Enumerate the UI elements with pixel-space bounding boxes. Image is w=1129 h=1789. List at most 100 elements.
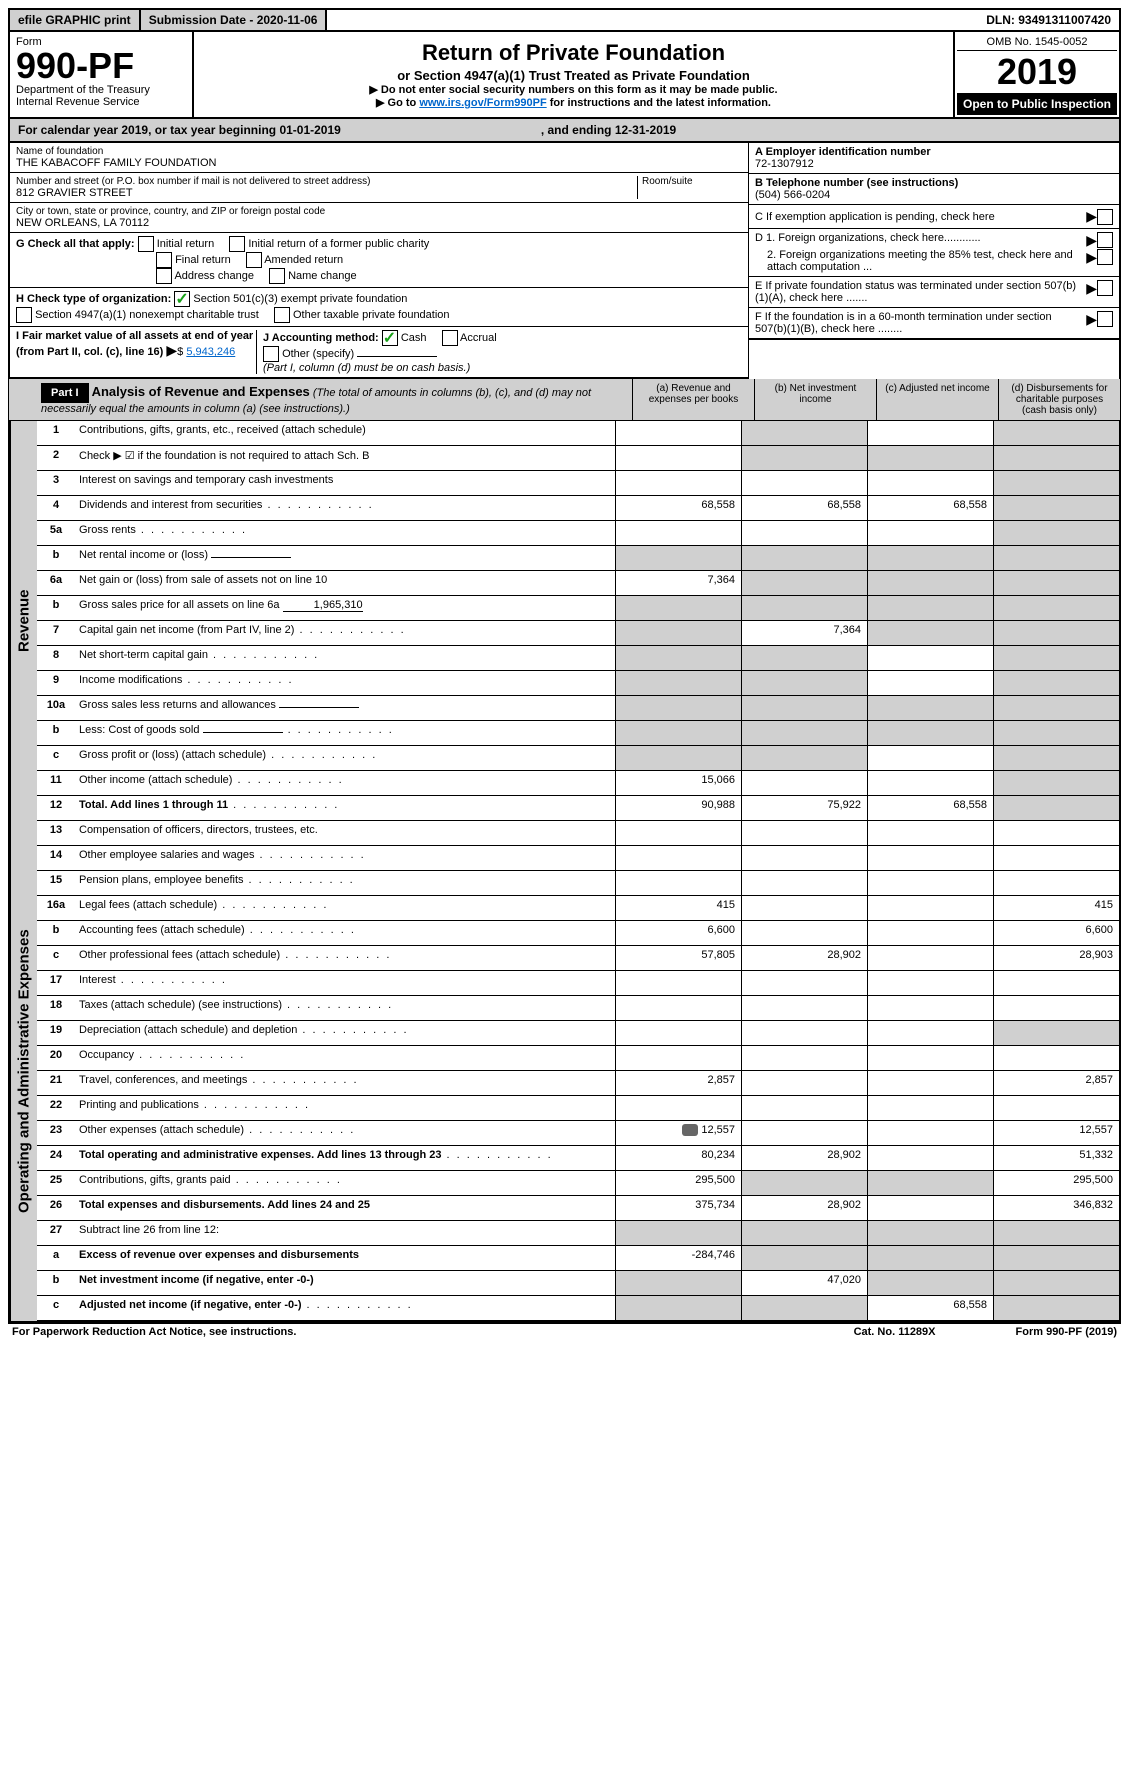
g-label: G Check all that apply: [16, 238, 135, 250]
other-taxable-checkbox[interactable] [274, 307, 290, 323]
ein-label: A Employer identification number [755, 146, 931, 158]
h1-label: Section 501(c)(3) exempt private foundat… [193, 293, 407, 305]
table-row: aExcess of revenue over expenses and dis… [37, 1246, 1119, 1271]
g2-label: Initial return of a former public charit… [248, 238, 429, 250]
expenses-label: Operating and Administrative Expenses [10, 821, 37, 1321]
form-title: Return of Private Foundation [200, 40, 947, 66]
cal-end: , and ending 12-31-2019 [541, 123, 676, 137]
col-b-header: (b) Net investment income [754, 379, 876, 420]
table-row: 13Compensation of officers, directors, t… [37, 821, 1119, 846]
col-d-header: (d) Disbursements for charitable purpose… [998, 379, 1120, 420]
address-change-checkbox[interactable] [156, 268, 172, 284]
g6-label: Name change [288, 270, 357, 282]
irs-label: Internal Revenue Service [16, 96, 140, 108]
initial-former-checkbox[interactable] [229, 236, 245, 252]
table-row: 12Total. Add lines 1 through 1190,98875,… [37, 796, 1119, 821]
table-row: bGross sales price for all assets on lin… [37, 596, 1119, 621]
d2-label: 2. Foreign organizations meeting the 85%… [755, 249, 1086, 273]
table-row: 2Check ▶ ☑ if the foundation is not requ… [37, 446, 1119, 471]
table-row: 6aNet gain or (loss) from sale of assets… [37, 571, 1119, 596]
table-row: 19Depreciation (attach schedule) and dep… [37, 1021, 1119, 1046]
cal-begin: For calendar year 2019, or tax year begi… [18, 123, 341, 137]
form-header: Form 990-PF Department of the Treasury I… [8, 32, 1121, 119]
table-row: 14Other employee salaries and wages [37, 846, 1119, 871]
g3-label: Final return [175, 254, 231, 266]
table-row: 22Printing and publications [37, 1096, 1119, 1121]
amended-return-checkbox[interactable] [246, 252, 262, 268]
table-row: 25Contributions, gifts, grants paid295,5… [37, 1171, 1119, 1196]
table-row: cOther professional fees (attach schedul… [37, 946, 1119, 971]
table-row: 7Capital gain net income (from Part IV, … [37, 621, 1119, 646]
accrual-checkbox[interactable] [442, 330, 458, 346]
table-row: 3Interest on savings and temporary cash … [37, 471, 1119, 496]
omb-number: OMB No. 1545-0052 [957, 34, 1117, 51]
final-return-checkbox[interactable] [156, 252, 172, 268]
dept-label: Department of the Treasury [16, 84, 150, 96]
fmv-link[interactable]: 5,943,246 [186, 346, 235, 358]
j1-label: Cash [401, 332, 427, 344]
name-change-checkbox[interactable] [269, 268, 285, 284]
revenue-section: Revenue 1Contributions, gifts, grants, e… [8, 421, 1121, 821]
table-row: cGross profit or (loss) (attach schedule… [37, 746, 1119, 771]
j-label: J Accounting method: [263, 332, 379, 344]
city-state-zip: NEW ORLEANS, LA 70112 [16, 217, 742, 229]
table-row: 9Income modifications [37, 671, 1119, 696]
table-row: bNet investment income (if negative, ent… [37, 1271, 1119, 1296]
cash-checkbox[interactable] [382, 330, 398, 346]
table-row: bLess: Cost of goods sold [37, 721, 1119, 746]
part1-label: Part I [41, 383, 89, 403]
f-label: F If the foundation is in a 60-month ter… [755, 311, 1086, 335]
submission-date: Submission Date - 2020-11-06 [141, 10, 328, 30]
table-row: 16aLegal fees (attach schedule)415415 [37, 896, 1119, 921]
d1-checkbox[interactable] [1097, 232, 1113, 248]
note-goto-pre: ▶ Go to [376, 97, 419, 109]
4947a1-checkbox[interactable] [16, 307, 32, 323]
c-checkbox[interactable] [1097, 209, 1113, 225]
table-row: 10aGross sales less returns and allowanc… [37, 696, 1119, 721]
f-checkbox[interactable] [1097, 311, 1113, 327]
table-row: bAccounting fees (attach schedule)6,6006… [37, 921, 1119, 946]
table-row: 23Other expenses (attach schedule) 12,55… [37, 1121, 1119, 1146]
tax-year: 2019 [957, 51, 1117, 93]
telephone: (504) 566-0204 [755, 189, 830, 201]
form-instructions-link[interactable]: www.irs.gov/Form990PF [419, 97, 546, 109]
table-row: 5aGross rents [37, 521, 1119, 546]
table-row: 4Dividends and interest from securities6… [37, 496, 1119, 521]
j-note: (Part I, column (d) must be on cash basi… [263, 362, 470, 374]
h-label: H Check type of organization: [16, 293, 171, 305]
table-row: 1Contributions, gifts, grants, etc., rec… [37, 421, 1119, 446]
room-label: Room/suite [642, 176, 742, 187]
501c3-checkbox[interactable] [174, 291, 190, 307]
note-goto-post: for instructions and the latest informat… [547, 97, 771, 109]
form-ref: Form 990-PF (2019) [1016, 1326, 1117, 1338]
d2-checkbox[interactable] [1097, 249, 1113, 265]
open-public-badge: Open to Public Inspection [957, 93, 1117, 115]
e-checkbox[interactable] [1097, 280, 1113, 296]
initial-return-checkbox[interactable] [138, 236, 154, 252]
table-row: 18Taxes (attach schedule) (see instructi… [37, 996, 1119, 1021]
expenses-section: Operating and Administrative Expenses 13… [8, 821, 1121, 1323]
foundation-name-label: Name of foundation [16, 146, 742, 157]
page-footer: For Paperwork Reduction Act Notice, see … [8, 1323, 1121, 1340]
foundation-name: THE KABACOFF FAMILY FOUNDATION [16, 157, 742, 169]
table-row: 8Net short-term capital gain [37, 646, 1119, 671]
j3-label: Other (specify) [282, 348, 354, 360]
attachment-icon[interactable] [682, 1124, 698, 1136]
form-number: 990-PF [16, 45, 134, 86]
h2-label: Section 4947(a)(1) nonexempt charitable … [35, 309, 259, 321]
note-ssn: ▶ Do not enter social security numbers o… [369, 84, 777, 96]
entity-info: Name of foundation THE KABACOFF FAMILY F… [8, 143, 1121, 379]
other-method-checkbox[interactable] [263, 346, 279, 362]
efile-print-button[interactable]: efile GRAPHIC print [10, 10, 141, 30]
d1-label: D 1. Foreign organizations, check here..… [755, 232, 1086, 249]
address-label: Number and street (or P.O. box number if… [16, 176, 637, 187]
city-label: City or town, state or province, country… [16, 206, 742, 217]
dln: DLN: 93491311007420 [978, 10, 1119, 30]
table-row: 15Pension plans, employee benefits [37, 871, 1119, 896]
table-row: 21Travel, conferences, and meetings2,857… [37, 1071, 1119, 1096]
tel-label: B Telephone number (see instructions) [755, 177, 958, 189]
paperwork-notice: For Paperwork Reduction Act Notice, see … [12, 1326, 296, 1338]
col-a-header: (a) Revenue and expenses per books [632, 379, 754, 420]
g5-label: Address change [174, 270, 254, 282]
e-label: E If private foundation status was termi… [755, 280, 1086, 304]
